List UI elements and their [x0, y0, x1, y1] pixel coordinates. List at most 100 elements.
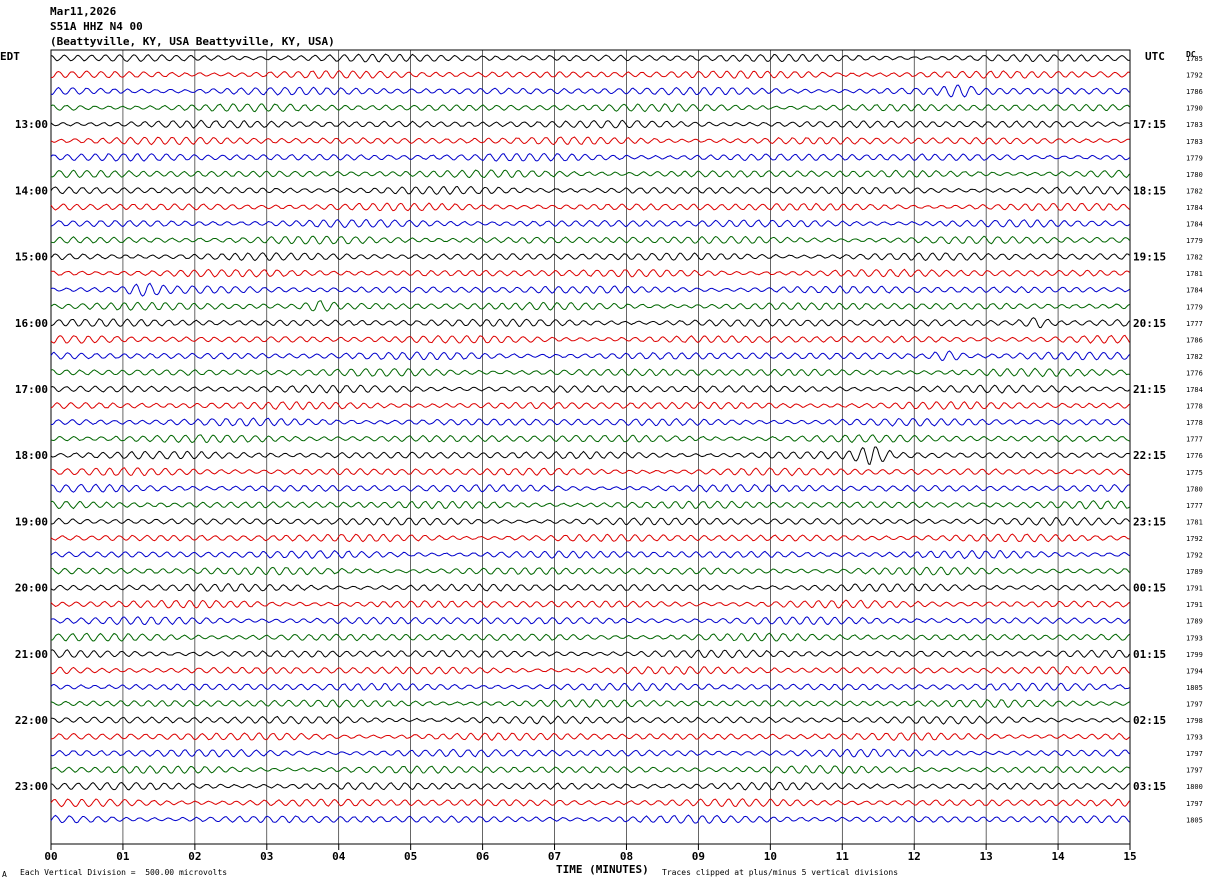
left-hour-label: 15:00	[15, 251, 48, 264]
dc-offset-label: 1785	[1186, 55, 1203, 63]
trace-row-21	[50, 401, 1130, 411]
x-tick-label: 04	[332, 850, 346, 863]
right-hour-label: 21:15	[1133, 383, 1166, 396]
trace-row-38	[50, 682, 1130, 692]
trace-row-17	[50, 334, 1130, 344]
x-axis-title: TIME (MINUTES)	[556, 863, 649, 876]
plot-frame	[50, 49, 1131, 845]
left-hour-label: 17:00	[15, 383, 48, 396]
trace-row-10	[50, 218, 1130, 229]
trace-row-6	[50, 153, 1130, 162]
left-hour-label: 18:00	[15, 449, 48, 462]
trace-row-45	[50, 798, 1130, 808]
trace-row-24	[50, 446, 1130, 466]
right-hour-label: 02:15	[1133, 714, 1166, 727]
left-hour-label: 13:00	[15, 118, 48, 131]
trace-row-16	[50, 317, 1130, 329]
trace-row-30	[50, 549, 1130, 560]
left-timezone-label: EDT	[0, 50, 20, 63]
trace-row-29	[50, 533, 1130, 543]
dc-offset-label: 1791	[1186, 601, 1203, 609]
x-tick-label: 01	[116, 850, 130, 863]
header-date: Mar11,2026	[50, 5, 117, 18]
dc-offset-label: 1805	[1186, 816, 1203, 824]
left-hour-label: 22:00	[15, 714, 48, 727]
x-tick-label: 14	[1051, 850, 1065, 863]
trace-row-2	[50, 84, 1130, 98]
dc-offset-label: 1779	[1186, 303, 1203, 311]
trace-row-37	[50, 665, 1130, 675]
dc-offset-label: 1779	[1186, 237, 1203, 245]
header-station: S51A HHZ N4 00	[50, 20, 143, 33]
trace-row-8	[50, 185, 1130, 195]
trace-row-28	[50, 516, 1130, 527]
dc-offset-label: 1778	[1186, 419, 1203, 427]
trace-row-46	[50, 814, 1130, 824]
trace-row-25	[50, 467, 1130, 477]
dc-offset-label: 1797	[1186, 750, 1203, 758]
dc-offset-label: 1776	[1186, 452, 1203, 460]
dc-offset-label: 1777	[1186, 436, 1203, 444]
dc-offset-label: 1783	[1186, 138, 1203, 146]
trace-row-32	[50, 583, 1130, 593]
trace-row-36	[50, 649, 1130, 659]
left-hour-label: 20:00	[15, 582, 48, 595]
x-tick-label: 08	[620, 850, 633, 863]
left-hour-label: 21:00	[15, 648, 48, 661]
x-tick-label: 00	[44, 850, 57, 863]
right-hour-label: 17:15	[1133, 118, 1166, 131]
left-hour-label: 14:00	[15, 184, 48, 197]
trace-row-35	[50, 632, 1130, 642]
dc-offset-label: 1793	[1186, 734, 1203, 742]
dc-offset-label: 1792	[1186, 535, 1203, 543]
trace-row-42	[50, 748, 1130, 758]
right-hour-label: 01:15	[1133, 648, 1166, 661]
dc-offset-label: 1784	[1186, 221, 1203, 229]
trace-row-3	[50, 103, 1130, 113]
x-tick-label: 07	[548, 850, 561, 863]
trace-row-14	[50, 282, 1130, 297]
trace-row-5	[50, 136, 1130, 146]
x-tick-label: 06	[476, 850, 490, 863]
trace-row-11	[50, 235, 1130, 245]
x-tick-label: 11	[836, 850, 850, 863]
dc-offset-label: 1780	[1186, 171, 1203, 179]
dc-offset-label: 1784	[1186, 287, 1203, 295]
x-tick-label: 03	[260, 850, 273, 863]
dc-offset-label: 1782	[1186, 254, 1203, 262]
x-tick-label: 02	[188, 850, 201, 863]
left-hour-label: 23:00	[15, 780, 48, 793]
trace-row-43	[50, 765, 1130, 774]
dc-offset-label: 1789	[1186, 568, 1203, 576]
dc-offset-label: 1779	[1186, 154, 1203, 162]
dc-offset-label: 1791	[1186, 585, 1203, 593]
trace-row-13	[50, 268, 1130, 278]
dc-offset-label: 1797	[1186, 767, 1203, 775]
left-hour-label: 19:00	[15, 515, 48, 528]
trace-row-4	[50, 119, 1130, 129]
dc-offset-label: 1781	[1186, 518, 1203, 526]
trace-row-33	[50, 599, 1130, 609]
right-hour-label: 22:15	[1133, 449, 1166, 462]
trace-row-26	[50, 483, 1130, 493]
dc-column-label: DC	[1186, 50, 1196, 59]
dc-offset-label: 1777	[1186, 502, 1203, 510]
dc-offset-label: 1786	[1186, 336, 1203, 344]
trace-row-27	[50, 500, 1130, 510]
dc-offset-label: 1794	[1186, 667, 1203, 675]
trace-row-40	[50, 715, 1130, 725]
trace-row-20	[50, 384, 1130, 394]
trace-row-41	[50, 732, 1130, 742]
trace-row-34	[50, 616, 1130, 626]
x-tick-label: 12	[908, 850, 921, 863]
dc-offset-label: 1783	[1186, 121, 1203, 129]
dc-offset-label: 1792	[1186, 552, 1203, 560]
right-hour-label: 00:15	[1133, 582, 1166, 595]
trace-row-44	[50, 781, 1130, 791]
right-timezone-label: UTC	[1145, 50, 1165, 63]
right-hour-label: 18:15	[1133, 184, 1166, 197]
dc-offset-label: 1793	[1186, 634, 1203, 642]
dc-offset-label: 1798	[1186, 717, 1203, 725]
trace-row-7	[50, 169, 1130, 179]
